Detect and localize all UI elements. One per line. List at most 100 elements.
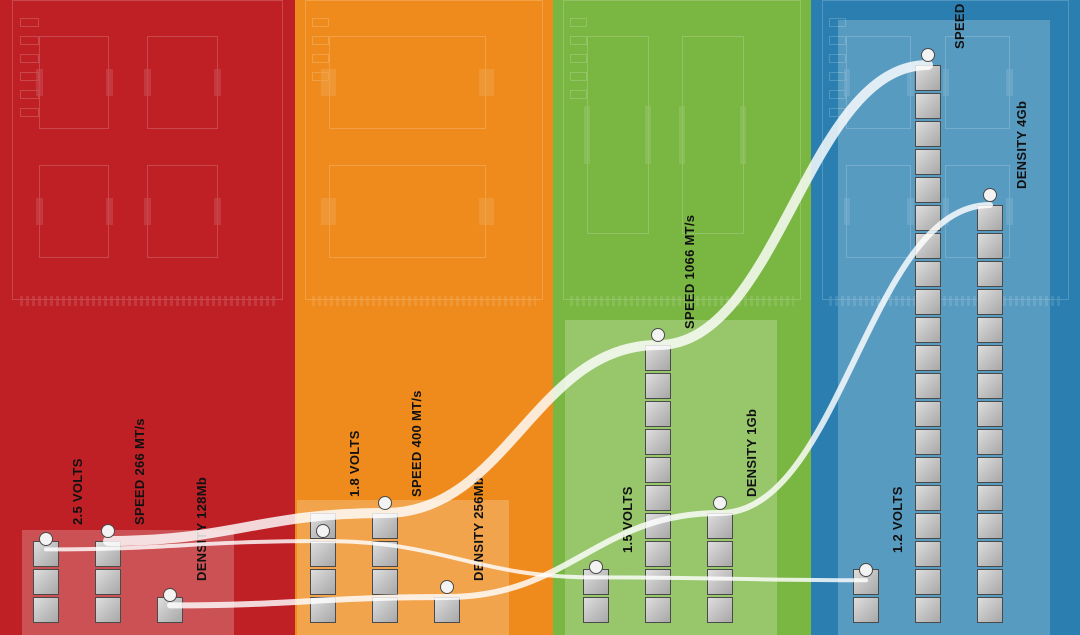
ddr4-speed-bar: SPEED 2133 MT/s <box>914 55 942 625</box>
data-block <box>915 373 941 399</box>
ddr2-speed-bar: SPEED 400 MT/s <box>371 503 399 625</box>
data-block <box>915 541 941 567</box>
ddr4-density-bar: DENSITY 4Gb <box>976 195 1004 625</box>
ddr3-density-dot <box>713 496 727 510</box>
data-block <box>977 401 1003 427</box>
data-block <box>977 373 1003 399</box>
ddr2-density-dot <box>440 580 454 594</box>
data-block <box>645 513 671 539</box>
ddr2-volts-label: 1.8 VOLTS <box>347 430 362 497</box>
ddr1-volts-bar: 2.5 VOLTS <box>32 531 60 625</box>
data-block <box>95 597 121 623</box>
ddr3-volts-dot <box>589 560 603 574</box>
data-block <box>977 261 1003 287</box>
data-block <box>977 485 1003 511</box>
data-block <box>372 513 398 539</box>
data-block <box>915 65 941 91</box>
data-block <box>33 569 59 595</box>
data-block <box>853 597 879 623</box>
data-block <box>310 597 336 623</box>
ddr-generations-infographic: 2.5 VOLTS SPEED 266 MT/s DENSITY 128Mb 1.8 … <box>0 0 1080 635</box>
data-block <box>707 513 733 539</box>
ddr4-volts-label: 1.2 VOLTS <box>890 486 905 553</box>
data-block <box>645 541 671 567</box>
ddr2-density-bar: DENSITY 256Mb <box>433 587 461 625</box>
data-block <box>645 457 671 483</box>
data-block <box>645 429 671 455</box>
ddr1-volts-label: 2.5 VOLTS <box>70 458 85 525</box>
ddr1-speed-label: SPEED 266 MT/s <box>132 418 147 525</box>
ddr3-speed-label: SPEED 1066 MT/s <box>682 215 697 329</box>
data-block <box>915 569 941 595</box>
ddr4-speed-label: SPEED 2133 MT/s <box>952 0 967 49</box>
data-block <box>977 597 1003 623</box>
ddr2-volts-dot <box>316 524 330 538</box>
data-block <box>434 597 460 623</box>
data-block <box>372 597 398 623</box>
data-block <box>977 541 1003 567</box>
data-block <box>915 457 941 483</box>
data-block <box>645 401 671 427</box>
data-block <box>915 429 941 455</box>
data-block <box>977 345 1003 371</box>
ddr1-density-label: DENSITY 128Mb <box>194 477 209 581</box>
data-block <box>372 541 398 567</box>
data-block <box>310 541 336 567</box>
data-block <box>977 513 1003 539</box>
data-block <box>915 261 941 287</box>
data-block <box>915 317 941 343</box>
ddr4-density-dot <box>983 188 997 202</box>
data-block <box>915 177 941 203</box>
data-block <box>707 569 733 595</box>
data-block <box>977 289 1003 315</box>
data-block <box>915 121 941 147</box>
ddr1-speed-bar: SPEED 266 MT/s <box>94 531 122 625</box>
ddr1-speed-dot <box>101 524 115 538</box>
data-block <box>915 205 941 231</box>
data-block <box>645 485 671 511</box>
ddr3-speed-bar: SPEED 1066 MT/s <box>644 335 672 625</box>
data-block <box>95 541 121 567</box>
data-block <box>372 569 398 595</box>
data-block <box>310 569 336 595</box>
ddr2-speed-dot <box>378 496 392 510</box>
data-block <box>583 597 609 623</box>
ddr3-density-bar: DENSITY 1Gb <box>706 503 734 625</box>
ddr2-speed-label: SPEED 400 MT/s <box>409 390 424 497</box>
data-block <box>915 485 941 511</box>
data-block <box>707 597 733 623</box>
ddr2-density-label: DENSITY 256Mb <box>471 477 486 581</box>
data-block <box>915 93 941 119</box>
ddr1-density-dot <box>163 588 177 602</box>
data-block <box>33 597 59 623</box>
ddr3-volts-label: 1.5 VOLTS <box>620 486 635 553</box>
data-block <box>915 597 941 623</box>
data-block <box>915 289 941 315</box>
ddr2-ram-illustration <box>305 0 542 300</box>
ddr3-speed-dot <box>651 328 665 342</box>
ddr3-density-label: DENSITY 1Gb <box>744 409 759 497</box>
data-block <box>977 569 1003 595</box>
data-block <box>707 541 733 567</box>
data-block <box>645 373 671 399</box>
ddr4-density-label: DENSITY 4Gb <box>1014 101 1029 189</box>
ddr1-ram-illustration <box>12 0 283 300</box>
ddr1-volts-dot <box>39 532 53 546</box>
data-block <box>915 401 941 427</box>
ddr1-density-bar: DENSITY 128Mb <box>156 587 184 625</box>
data-block <box>645 345 671 371</box>
data-block <box>915 345 941 371</box>
data-block <box>977 317 1003 343</box>
data-block <box>95 569 121 595</box>
data-block <box>915 513 941 539</box>
ddr4-volts-dot <box>859 563 873 577</box>
ddr2-volts-bar: 1.8 VOLTS <box>309 503 337 625</box>
data-block <box>977 233 1003 259</box>
data-block <box>977 429 1003 455</box>
ddr4-speed-dot <box>921 48 935 62</box>
data-block <box>915 233 941 259</box>
data-block <box>645 597 671 623</box>
ddr3-volts-bar: 1.5 VOLTS <box>582 559 610 625</box>
ddr4-volts-bar: 1.2 VOLTS <box>852 559 880 625</box>
data-block <box>645 569 671 595</box>
